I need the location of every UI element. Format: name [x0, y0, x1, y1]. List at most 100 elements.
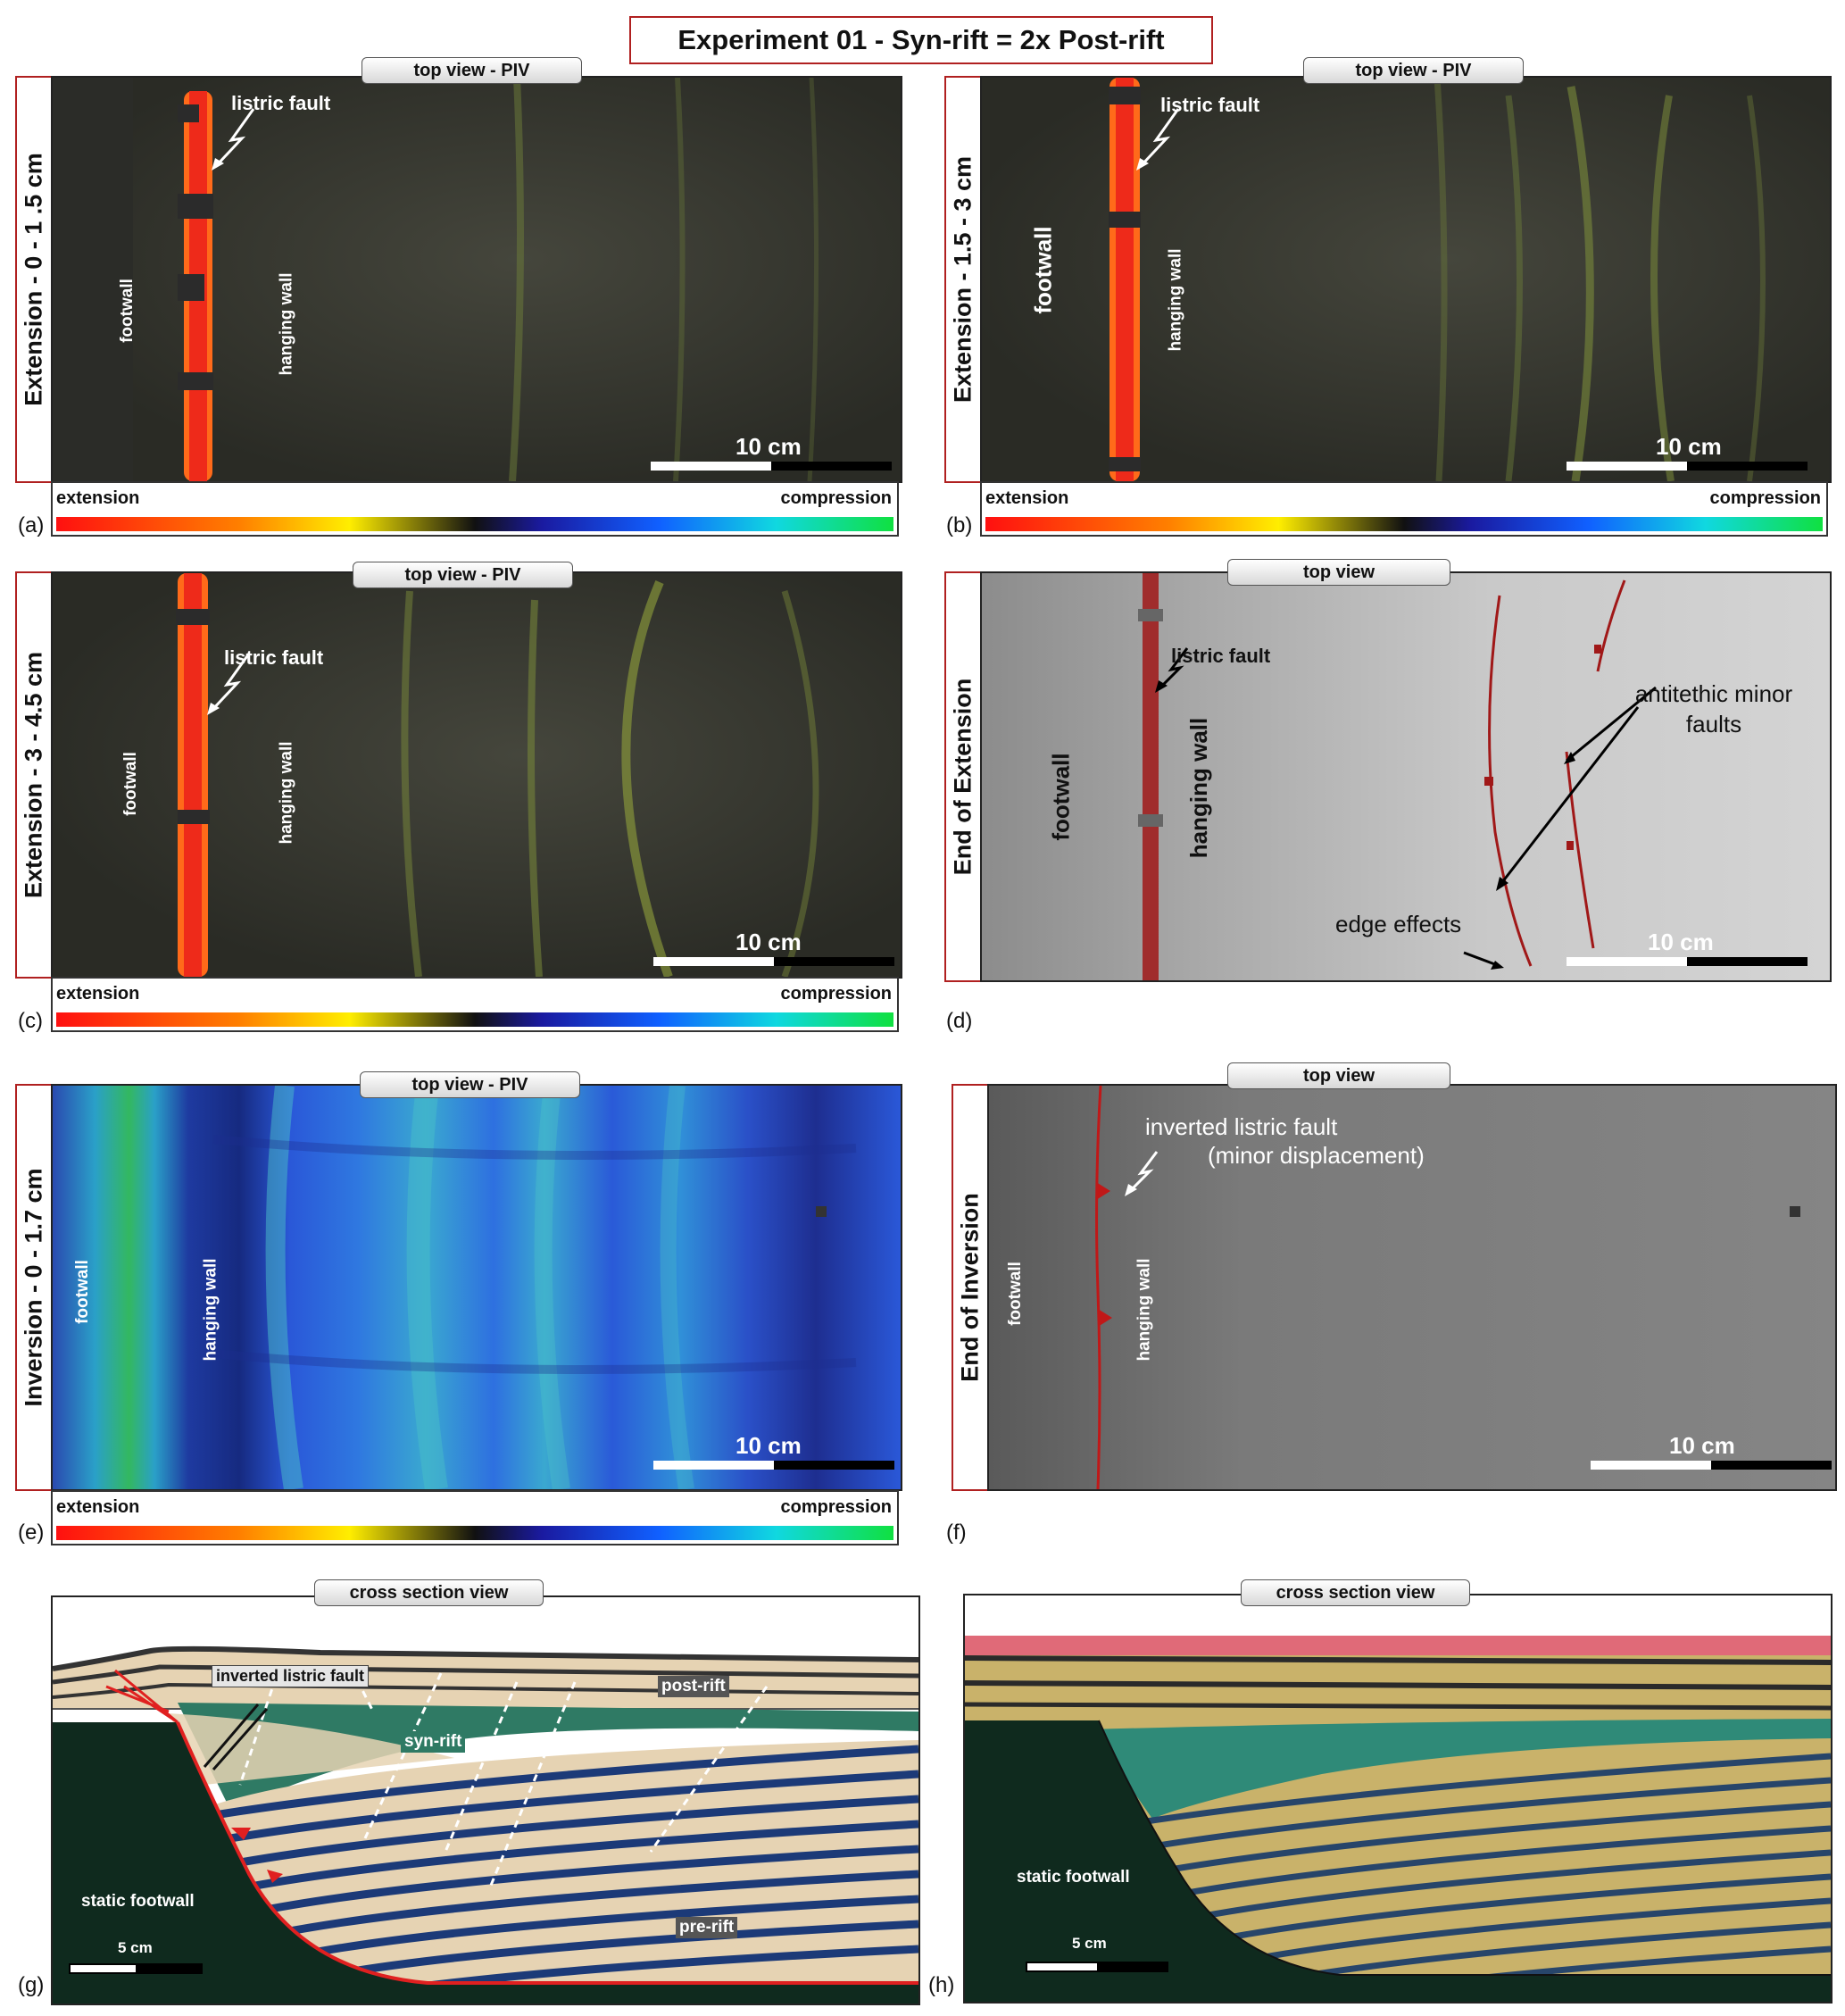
colorbar-gradient [985, 517, 1823, 531]
antithetic-line1: antitethic minor [1634, 680, 1793, 707]
colorbar-left-label: extension [56, 1497, 140, 1517]
panel-a-image: listric fault footwall hanging wall 10 c… [51, 76, 902, 483]
scale-label: 5 cm [1072, 1935, 1107, 1952]
panel-letter: (a) [18, 513, 45, 537]
pre-rift-stripe [1196, 1873, 1831, 1947]
pre-rift-stripe [1134, 1753, 1831, 1827]
post-rift-label: post-rift [658, 1676, 729, 1697]
panel-f-image: inverted listric fault (minor displaceme… [987, 1084, 1837, 1491]
antithetic-line2: faults [1685, 711, 1742, 737]
pre-rift-stripe [229, 1795, 918, 1869]
panel-letter: (g) [18, 1973, 45, 1997]
listric-fault-label: listric fault [1171, 645, 1271, 667]
view-tab: top view - PIV [360, 1071, 580, 1098]
listric-fault-label: listric fault [224, 646, 324, 669]
colorbar: extension compression [51, 481, 899, 537]
colorbar: extension compression [980, 481, 1828, 537]
colorbar-left-label: extension [56, 488, 140, 508]
antithetic-faults-label: antitethic minor faults [1607, 679, 1821, 739]
pre-rift-stripe [1146, 1777, 1831, 1851]
side-label-e: Inversion - 0 - 1.7 cm [15, 1084, 51, 1491]
scale-label: 10 cm [736, 929, 802, 955]
panel-g-diagram: inverted listric fault post-rift syn-rif… [51, 1595, 920, 2005]
pre-rift-stripe [1171, 1825, 1831, 1899]
footwall-label: footwall [72, 1260, 92, 1324]
colorbar-left-label: extension [985, 488, 1069, 508]
side-label-a: Extension - 0 - 1 .5 cm [15, 76, 51, 483]
panel-letter: (c) [18, 1009, 43, 1033]
scale-bar [1567, 462, 1808, 471]
pre-rift-stripe [208, 1745, 918, 1820]
panel-b-image: listric fault footwall hanging wall 10 c… [980, 76, 1832, 483]
scale-label: 10 cm [1669, 1432, 1735, 1459]
footwall-label: footwall [1047, 753, 1075, 841]
panel-letter: (f) [946, 1520, 967, 1545]
panel-letter: (d) [946, 1009, 973, 1033]
colorbar: extension compression [51, 977, 899, 1032]
colorbar-right-label: compression [780, 1497, 892, 1517]
pre-rift-stripe [1159, 1801, 1831, 1875]
side-label-c: Extension - 3 - 4.5 cm [15, 571, 51, 979]
view-tab: top view - PIV [353, 562, 573, 588]
scale-label: 10 cm [736, 433, 802, 460]
pre-rift-stripe [251, 1845, 918, 1917]
scale-label: 10 cm [1648, 929, 1714, 955]
side-label-b: Extension - 1.5 - 3 cm [944, 76, 980, 483]
static-footwall-label: static footwall [81, 1892, 195, 1911]
scale-bar [653, 957, 894, 966]
view-tab: cross section view [314, 1579, 544, 1606]
colorbar-right-label: compression [780, 984, 892, 1004]
colorbar-gradient [56, 1526, 893, 1540]
scale-label: 5 cm [118, 1939, 153, 1956]
view-tab: top view [1227, 559, 1450, 586]
footwall-label: footwall [1005, 1262, 1025, 1326]
syn-rift-label: syn-rift [401, 1731, 466, 1753]
panel-letter: (h) [928, 1973, 955, 1997]
hanging-wall-label: hanging wall [1185, 717, 1213, 859]
panel-e-image: footwall hanging wall 10 cm [51, 1084, 902, 1491]
footwall-label: footwall [121, 752, 140, 816]
edge-effects-label: edge effects [1335, 911, 1462, 937]
inverted-fault-label: inverted listric fault (minor displaceme… [1145, 1112, 1425, 1170]
pre-rift-stripe [1184, 1849, 1831, 1923]
footwall-label: footwall [117, 279, 137, 343]
view-tab: top view - PIV [1303, 57, 1524, 84]
colorbar-gradient [56, 517, 893, 531]
listric-fault-label: listric fault [1160, 94, 1260, 116]
scale-bar [653, 1461, 894, 1470]
inverted-fault-line2: (minor displacement) [1208, 1142, 1425, 1169]
view-tab: top view - PIV [362, 57, 582, 84]
static-footwall-label: static footwall [1017, 1868, 1130, 1887]
hanging-wall-label: hanging wall [277, 272, 296, 376]
pre-rift-stripe [262, 1870, 918, 1941]
panel-d-image: listric fault footwall hanging wall anti… [980, 571, 1832, 982]
footwall-label: footwall [1029, 226, 1057, 314]
hanging-wall-label: hanging wall [277, 741, 296, 845]
hanging-wall-label: hanging wall [1134, 1258, 1154, 1362]
panel-h-image: static footwall 5 cm [963, 1594, 1833, 2004]
side-label-f: End of Inversion [952, 1084, 987, 1491]
pre-rift-stripe [240, 1820, 918, 1893]
scale-label: 10 cm [736, 1432, 802, 1459]
listric-fault-label: listric fault [231, 92, 331, 114]
view-tab: top view [1227, 1062, 1450, 1089]
inverted-fault-label: inverted listric fault [212, 1665, 370, 1687]
inverted-fault-line1: inverted listric fault [1145, 1113, 1338, 1140]
view-tab: cross section view [1241, 1579, 1470, 1606]
hanging-wall-label: hanging wall [1166, 248, 1185, 352]
panel-letter: (e) [18, 1520, 45, 1545]
hanging-wall-label: hanging wall [201, 1258, 220, 1362]
scale-label: 10 cm [1656, 433, 1722, 460]
side-label-d: End of Extension [944, 571, 980, 982]
panel-c-image: listric fault footwall hanging wall 10 c… [51, 571, 902, 979]
colorbar-gradient [56, 1012, 893, 1027]
scale-bar [1567, 957, 1808, 966]
scale-bar [1591, 1461, 1832, 1470]
pre-rift-label: pre-rift [676, 1917, 738, 1938]
colorbar-right-label: compression [780, 488, 892, 508]
colorbar-left-label: extension [56, 984, 140, 1004]
colorbar: extension compression [51, 1490, 899, 1545]
scale-bar [651, 462, 892, 471]
pre-rift-stripe [219, 1770, 918, 1845]
colorbar-right-label: compression [1709, 488, 1821, 508]
